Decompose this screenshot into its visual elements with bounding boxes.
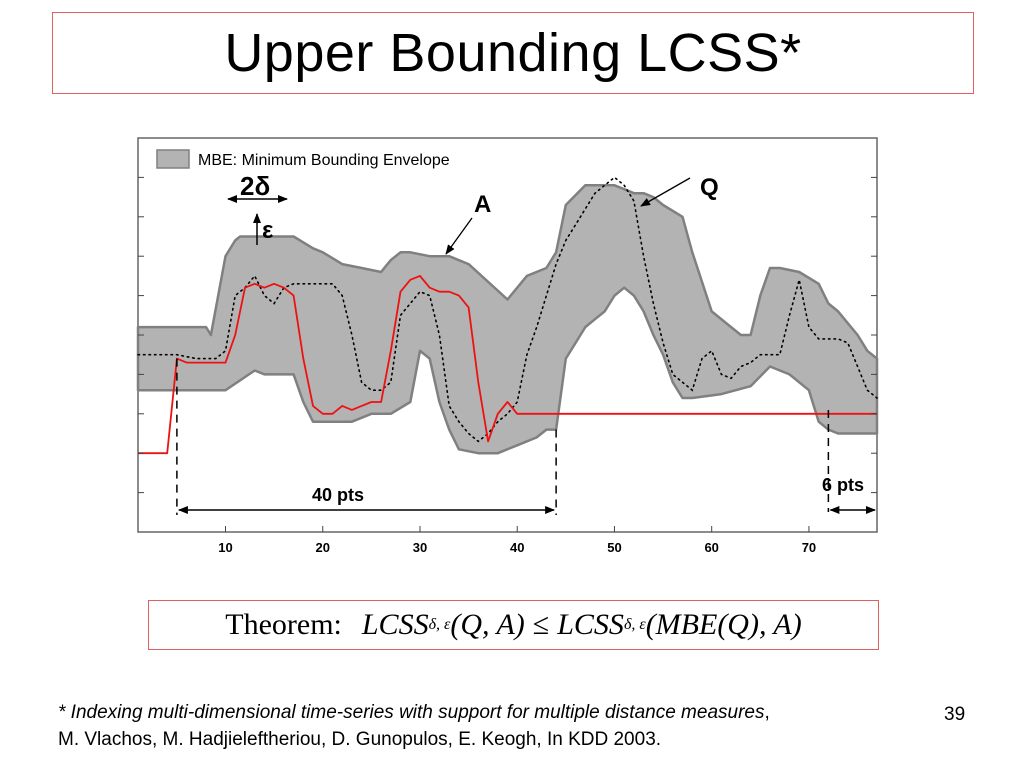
label-40pts: 40 pts (312, 485, 364, 505)
annotation-layer (176, 177, 876, 515)
tick-layer: 10 20 30 40 50 60 70 (138, 176, 877, 555)
lcss-left: LCSS (361, 608, 429, 641)
x-tick-label: 70 (802, 540, 816, 555)
line-layer (137, 176, 878, 455)
page-number: 39 (944, 704, 966, 725)
x-tick-label: 50 (607, 540, 621, 555)
footnote-title: * Indexing multi-dimensional time-series… (58, 702, 765, 723)
x-tick-label: 10 (218, 540, 232, 555)
label-2delta: 2δ (240, 171, 270, 201)
label-epsilon: ε (262, 217, 273, 244)
theorem-label: Theorem: (225, 608, 342, 641)
q-pointer-arrow (640, 177, 691, 207)
subscript-left: δ, ε (428, 616, 451, 633)
footnote-comma: , (764, 702, 770, 723)
footnote-authors: M. Vlachos, M. Hadjieleftheriou, D. Guno… (58, 729, 662, 750)
subscript-right: δ, ε (623, 616, 646, 633)
title-box: Upper Bounding LCSS* (52, 12, 974, 94)
x-tick-label: 40 (510, 540, 524, 555)
x-tick-label: 60 (704, 540, 718, 555)
envelope-area (136, 184, 879, 455)
label-q: Q (700, 174, 719, 201)
series-q-line (137, 176, 878, 443)
label-a: A (474, 191, 491, 218)
footnote: * Indexing multi-dimensional time-series… (58, 699, 928, 753)
series-a-line (138, 274, 877, 455)
slide-title: Upper Bounding LCSS* (224, 23, 802, 83)
x-tick-label: 30 (413, 540, 427, 555)
relation-symbol: ≤ (532, 608, 550, 641)
lcss-right: LCSS (557, 608, 624, 641)
lcss-chart: 10 20 30 40 50 60 70 MBE: Minimum Bounding Env… (136, 137, 879, 555)
legend-label: MBE: Minimum Bounding Envelope (198, 152, 450, 169)
envelope-layer (136, 184, 879, 455)
args-left: (Q, A) (450, 608, 525, 641)
args-right: (MBE(Q), A) (645, 608, 802, 641)
legend-swatch (156, 149, 190, 169)
theorem-box: Theorem: LCSS δ, ε (Q, A) ≤ LCSS δ, ε (MBE… (148, 600, 879, 650)
label-6pts: 6 pts (822, 475, 864, 495)
x-tick-label: 20 (316, 540, 330, 555)
a-pointer-arrow (445, 217, 473, 255)
